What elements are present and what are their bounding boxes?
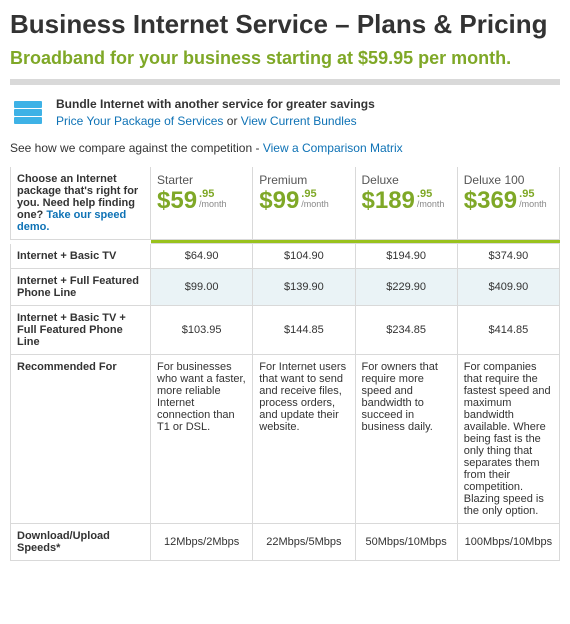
cell: For owners that require more speed and b… bbox=[355, 354, 457, 523]
price-package-link[interactable]: Price Your Package of Services bbox=[56, 114, 223, 128]
cell: $229.90 bbox=[355, 268, 457, 305]
cell: $103.95 bbox=[151, 305, 253, 354]
compare-text: See how we compare against the competiti… bbox=[10, 141, 263, 155]
cell: $64.90 bbox=[151, 243, 253, 268]
plan-name: Deluxe 100 bbox=[464, 173, 553, 187]
view-bundles-link[interactable]: View Current Bundles bbox=[241, 114, 357, 128]
page-title: Business Internet Service – Plans & Pric… bbox=[10, 10, 560, 40]
row-label: Internet + Basic TV + Full Featured Phon… bbox=[11, 305, 151, 354]
compare-line: See how we compare against the competiti… bbox=[10, 141, 560, 155]
plan-price: $369 .95/month bbox=[464, 189, 553, 213]
cell: $409.90 bbox=[457, 268, 559, 305]
cell: 12Mbps/2Mbps bbox=[151, 523, 253, 560]
plan-name: Premium bbox=[259, 173, 348, 187]
page-subtitle: Broadband for your business starting at … bbox=[10, 48, 560, 69]
divider bbox=[10, 79, 560, 85]
cell: For Internet users that want to send and… bbox=[253, 354, 355, 523]
cell: 22Mbps/5Mbps bbox=[253, 523, 355, 560]
cell: $374.90 bbox=[457, 243, 559, 268]
row-basic-tv: Internet + Basic TV $64.90 $104.90 $194.… bbox=[11, 243, 560, 268]
comparison-matrix-link[interactable]: View a Comparison Matrix bbox=[263, 141, 403, 155]
cell: 50Mbps/10Mbps bbox=[355, 523, 457, 560]
plan-header-premium: Premium $99 .95/month bbox=[253, 167, 355, 240]
row-tv-phone: Internet + Basic TV + Full Featured Phon… bbox=[11, 305, 560, 354]
row-label: Internet + Full Featured Phone Line bbox=[11, 268, 151, 305]
cell: $414.85 bbox=[457, 305, 559, 354]
plan-name: Starter bbox=[157, 173, 246, 187]
row-recommended: Recommended For For businesses who want … bbox=[11, 354, 560, 523]
cell: $144.85 bbox=[253, 305, 355, 354]
bundle-sep: or bbox=[223, 114, 240, 128]
row-label: Internet + Basic TV bbox=[11, 243, 151, 268]
server-stack-icon bbox=[10, 95, 46, 131]
cell: $234.85 bbox=[355, 305, 457, 354]
plan-header-starter: Starter $59 .95/month bbox=[151, 167, 253, 240]
cell: For companies that require the fastest s… bbox=[457, 354, 559, 523]
plan-header-deluxe100: Deluxe 100 $369 .95/month bbox=[457, 167, 559, 240]
cell: $99.00 bbox=[151, 268, 253, 305]
row-label: Download/Upload Speeds* bbox=[11, 523, 151, 560]
bundle-promo: Bundle Internet with another service for… bbox=[10, 95, 560, 131]
plan-name: Deluxe bbox=[362, 173, 451, 187]
cell: $139.90 bbox=[253, 268, 355, 305]
row-speeds: Download/Upload Speeds* 12Mbps/2Mbps 22M… bbox=[11, 523, 560, 560]
cell: $104.90 bbox=[253, 243, 355, 268]
plan-price: $59 .95/month bbox=[157, 189, 246, 213]
plan-header-deluxe: Deluxe $189 .95/month bbox=[355, 167, 457, 240]
plan-price: $189 .95/month bbox=[362, 189, 451, 213]
plan-price: $99 .95/month bbox=[259, 189, 348, 213]
cell: 100Mbps/10Mbps bbox=[457, 523, 559, 560]
choose-cell: Choose an Internet package that's right … bbox=[11, 167, 151, 240]
row-label: Recommended For bbox=[11, 354, 151, 523]
pricing-table: Choose an Internet package that's right … bbox=[10, 167, 560, 561]
row-phone: Internet + Full Featured Phone Line $99.… bbox=[11, 268, 560, 305]
bundle-headline: Bundle Internet with another service for… bbox=[56, 96, 375, 113]
cell: $194.90 bbox=[355, 243, 457, 268]
cell: For businesses who want a faster, more r… bbox=[151, 354, 253, 523]
